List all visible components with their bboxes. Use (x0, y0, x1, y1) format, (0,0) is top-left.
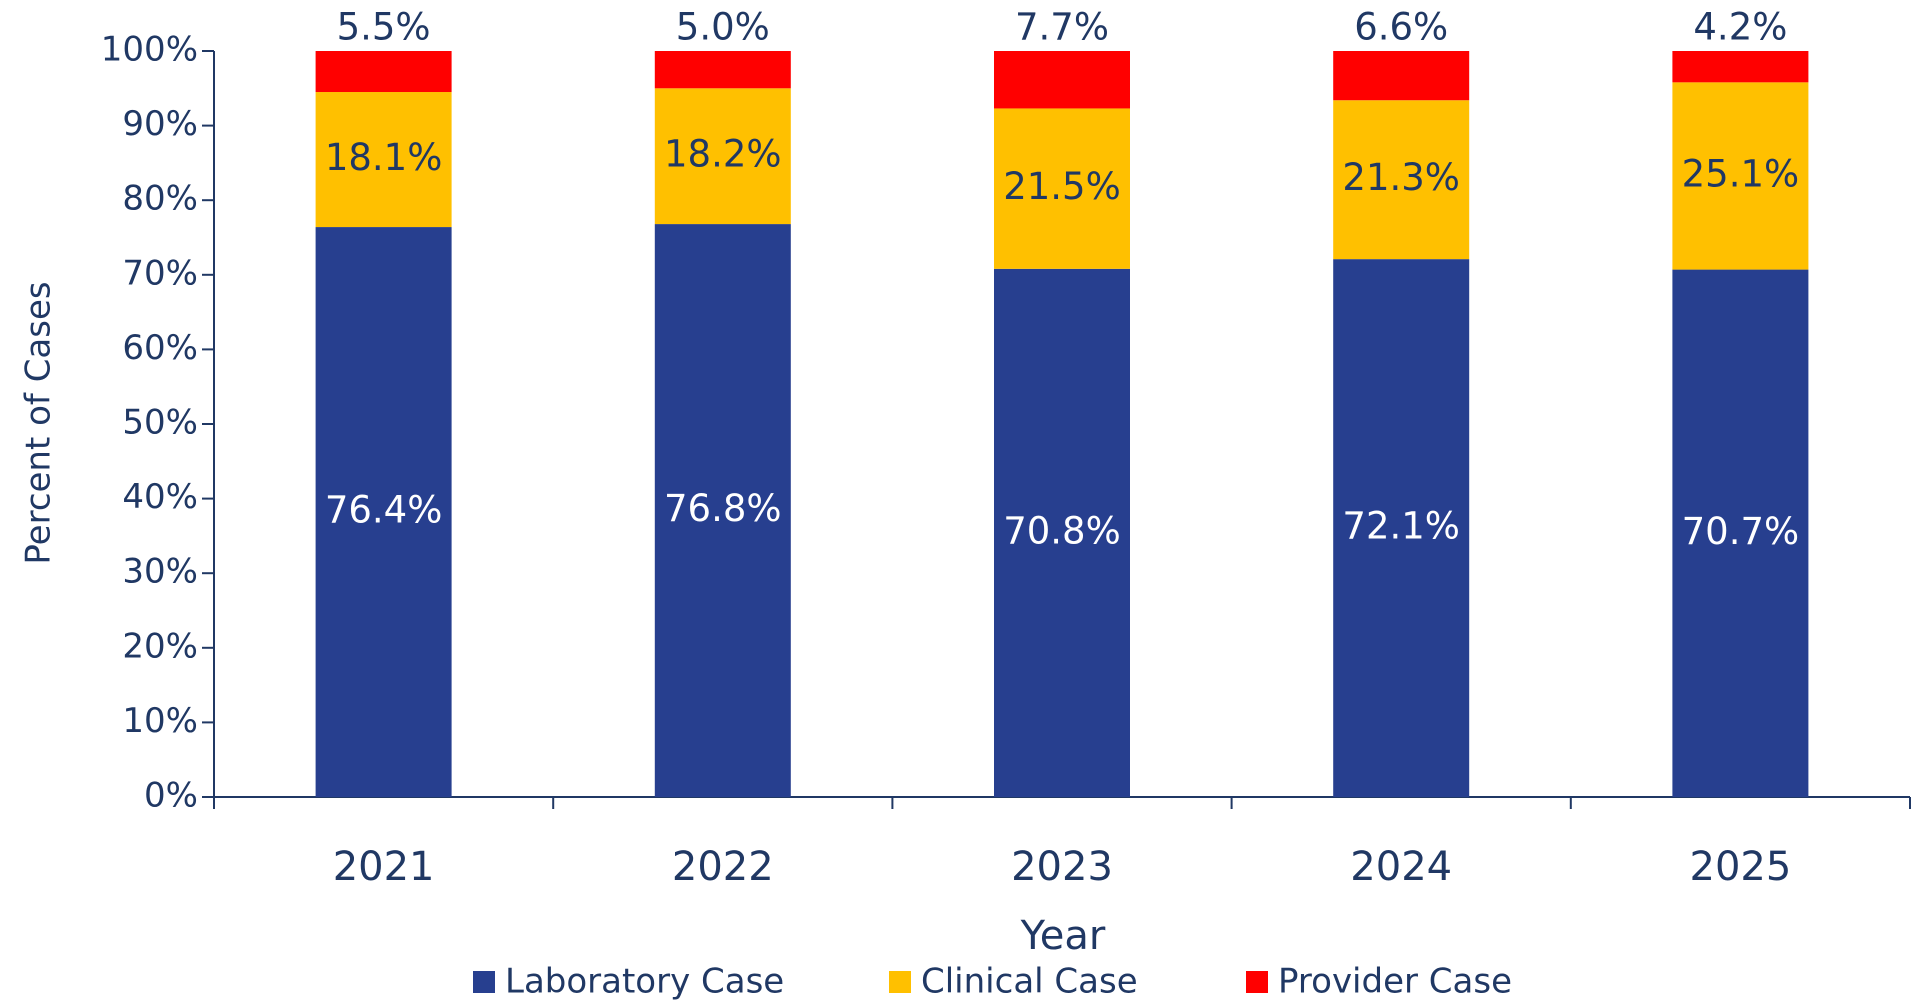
x-tick-label: 2023 (1011, 844, 1113, 890)
legend-label: Provider Case (1278, 962, 1512, 1002)
bar-segment (1333, 51, 1470, 101)
legend-label: Clinical Case (921, 962, 1138, 1002)
bar-segment (1672, 51, 1809, 83)
data-label: 25.1% (1682, 152, 1800, 195)
bar-segment (994, 51, 1130, 109)
y-tick-label: 90% (122, 104, 198, 144)
x-axis-label: Year (1020, 913, 1106, 959)
data-label: 18.2% (664, 133, 782, 176)
bar-segment (994, 268, 1130, 797)
y-tick-label: 0% (144, 776, 198, 816)
x-tick-label: 2024 (1350, 844, 1452, 890)
bar-segment (654, 88, 791, 225)
legend-swatch (473, 971, 495, 993)
bar-segment (1672, 269, 1809, 797)
bar-segment (654, 224, 791, 797)
bar-segment (654, 51, 791, 89)
x-tick-label: 2021 (333, 844, 435, 890)
x-tick-label: 2022 (672, 844, 774, 890)
data-label: 6.6% (1354, 6, 1448, 49)
bar-segment (1672, 82, 1809, 270)
data-label: 70.7% (1682, 510, 1800, 553)
y-tick-label: 100% (101, 30, 198, 70)
bar-segment (1333, 259, 1470, 797)
bar-segment (315, 51, 452, 93)
data-label: 70.8% (1003, 509, 1121, 552)
data-label: 21.3% (1342, 156, 1460, 199)
data-label: 4.2% (1693, 6, 1787, 49)
data-label: 76.4% (325, 489, 443, 532)
y-axis-label: Percent of Cases (19, 281, 59, 564)
y-tick-label: 60% (122, 328, 198, 368)
x-tick-label: 2025 (1690, 844, 1792, 890)
data-label: 7.7% (1015, 6, 1109, 49)
y-tick-label: 30% (122, 552, 198, 592)
data-label: 76.8% (664, 487, 782, 530)
bar-segment (315, 92, 452, 228)
data-label: 72.1% (1342, 505, 1460, 548)
data-label: 5.0% (676, 6, 770, 49)
bar-segment (315, 227, 452, 797)
data-label: 5.5% (337, 6, 431, 49)
y-tick-label: 80% (122, 179, 198, 219)
y-tick-label: 50% (122, 403, 198, 443)
legend-swatch (1246, 971, 1268, 993)
legend-label: Laboratory Case (505, 962, 784, 1002)
y-tick-label: 10% (122, 701, 198, 741)
y-tick-label: 40% (122, 477, 198, 517)
y-tick-label: 20% (122, 626, 198, 666)
legend-swatch (889, 971, 911, 993)
bar-segment (1333, 100, 1470, 260)
bar-segment (994, 108, 1130, 269)
data-label: 18.1% (325, 136, 443, 179)
data-label: 21.5% (1003, 165, 1121, 208)
y-tick-label: 70% (122, 253, 198, 293)
